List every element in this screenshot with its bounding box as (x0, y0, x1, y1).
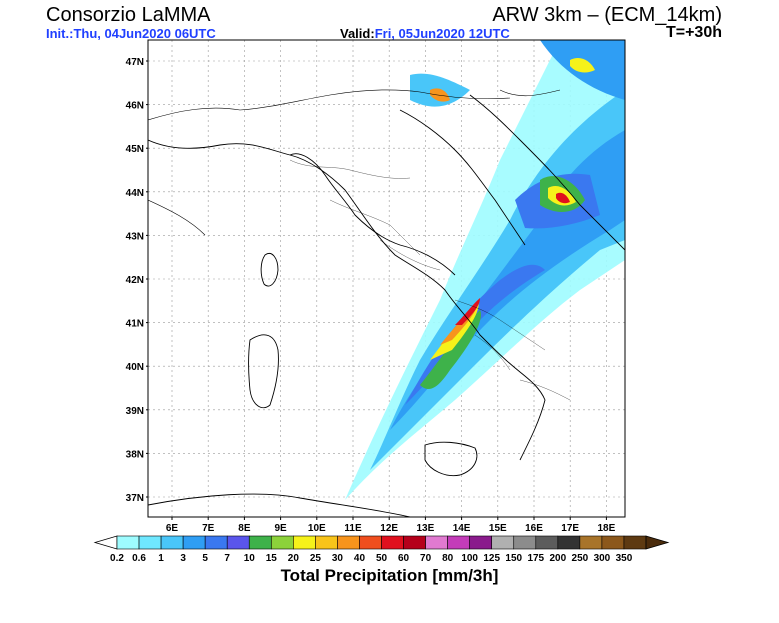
lat-label: 38N (126, 449, 144, 460)
colorbar-level-label: 20 (288, 553, 300, 564)
colorbar-swatch (359, 535, 382, 550)
forecast-timestep: T=+30h (665, 24, 722, 41)
colorbar-level-label: 300 (594, 553, 611, 564)
lat-label: 41N (126, 319, 144, 330)
national-borders (148, 89, 561, 236)
colorbar-level-label: 30 (332, 553, 344, 564)
precipitation-colorbar (93, 535, 670, 550)
colorbar-title: Total Precipitation [mm/3h] (280, 566, 499, 585)
colorbar-swatch (469, 535, 493, 550)
colorbar-tick-labels: 0.2 0.6 1 3 5 7 10 15 20 25 30 40 50 60 70 80 100 125 150 1… (110, 553, 633, 564)
colorbar-level-label: 80 (442, 553, 454, 564)
colorbar-swatch (491, 535, 515, 550)
colorbar-level-label: 10 (244, 553, 256, 564)
lat-label: 43N (126, 231, 144, 242)
colorbar-level-label: 60 (398, 553, 410, 564)
lon-label: 13E (417, 523, 435, 534)
colorbar-swatch (579, 535, 603, 550)
colorbar-swatch (447, 535, 470, 550)
valid-label: Valid: (340, 26, 375, 41)
colorbar-swatch (248, 535, 272, 550)
map-canvas (148, 40, 625, 517)
init-time: Init.:Thu, 04Jun2020 06UTC (46, 26, 216, 41)
colorbar-swatch (160, 535, 184, 550)
lon-label: 15E (489, 523, 507, 534)
colorbar-swatch (513, 535, 537, 550)
lon-label: 17E (561, 523, 579, 534)
colorbar-level-label: 70 (420, 553, 432, 564)
lon-label: 8E (238, 523, 251, 534)
colorbar-swatch (337, 535, 360, 550)
colorbar-swatch (381, 535, 404, 550)
colorbar-swatch (535, 535, 559, 550)
brand-title: Consorzio LaMMA (46, 4, 211, 26)
lat-label: 37N (126, 493, 144, 504)
colorbar-swatch (557, 535, 581, 550)
colorbar-swatch (403, 535, 426, 550)
valid-value: Fri, 05Jun2020 12UTC (374, 26, 510, 41)
colorbar-level-label: 5 (202, 553, 208, 564)
lon-label: 16E (525, 523, 543, 534)
lon-label: 9E (274, 523, 287, 534)
colorbar-level-label: 25 (310, 553, 322, 564)
lat-label: 40N (126, 362, 144, 373)
colorbar-level-label: 1 (158, 553, 164, 564)
lat-label: 39N (126, 406, 144, 417)
colorbar-swatch (182, 535, 206, 550)
coastlines (148, 94, 625, 517)
longitude-labels: 6E 7E 8E 9E 10E 11E 12E 13E 14E 15E 16E 17E 18E (166, 517, 616, 534)
lat-label: 46N (126, 101, 144, 112)
colorbar-swatch (116, 535, 140, 550)
lon-label: 18E (598, 523, 616, 534)
lat-label: 45N (126, 144, 144, 155)
latitude-labels: 47N 46N 45N 44N 43N 42N 41N 40N 39N 38N 37N (126, 57, 148, 504)
colorbar-swatch (270, 535, 294, 550)
colorbar-level-label: 125 (483, 553, 500, 564)
lon-label: 12E (380, 523, 398, 534)
colorbar-swatch (226, 535, 250, 550)
colorbar-swatch (293, 535, 316, 550)
lon-label: 14E (453, 523, 471, 534)
colorbar-swatch (204, 535, 228, 550)
colorbar-under-arrow (93, 535, 118, 550)
lon-label: 10E (308, 523, 326, 534)
colorbar-swatch (601, 535, 625, 550)
model-title: ARW 3km – (ECM_14km) (492, 4, 722, 26)
lon-label: 7E (202, 523, 215, 534)
colorbar-level-label: 250 (572, 553, 589, 564)
lon-label: 6E (166, 523, 179, 534)
colorbar-swatch (315, 535, 338, 550)
colorbar-swatch (138, 535, 162, 550)
colorbar-level-label: 175 (527, 553, 544, 564)
colorbar-level-label: 50 (376, 553, 388, 564)
colorbar-level-label: 100 (461, 553, 478, 564)
colorbar-level-label: 7 (224, 553, 230, 564)
colorbar-level-label: 350 (616, 553, 633, 564)
lat-label: 47N (126, 57, 144, 68)
lon-label: 11E (344, 523, 362, 534)
precipitation-field (345, 40, 625, 500)
lat-label: 44N (126, 188, 144, 199)
colorbar-swatch (425, 535, 448, 550)
colorbar-level-label: 3 (180, 553, 186, 564)
colorbar-over-arrow (645, 535, 670, 550)
colorbar-level-label: 0.2 (110, 553, 124, 564)
colorbar-swatch (623, 535, 647, 550)
colorbar-level-label: 0.6 (132, 553, 146, 564)
colorbar-level-label: 15 (266, 553, 278, 564)
lat-label: 42N (126, 275, 144, 286)
regional-borders (289, 159, 571, 401)
colorbar-level-label: 40 (354, 553, 366, 564)
init-label: Init.: (46, 26, 74, 41)
init-value: Thu, 04Jun2020 06UTC (73, 26, 216, 41)
colorbar-level-label: 150 (505, 553, 522, 564)
colorbar-level-label: 200 (549, 553, 566, 564)
valid-time: Valid:Fri, 05Jun2020 12UTC (340, 26, 510, 41)
